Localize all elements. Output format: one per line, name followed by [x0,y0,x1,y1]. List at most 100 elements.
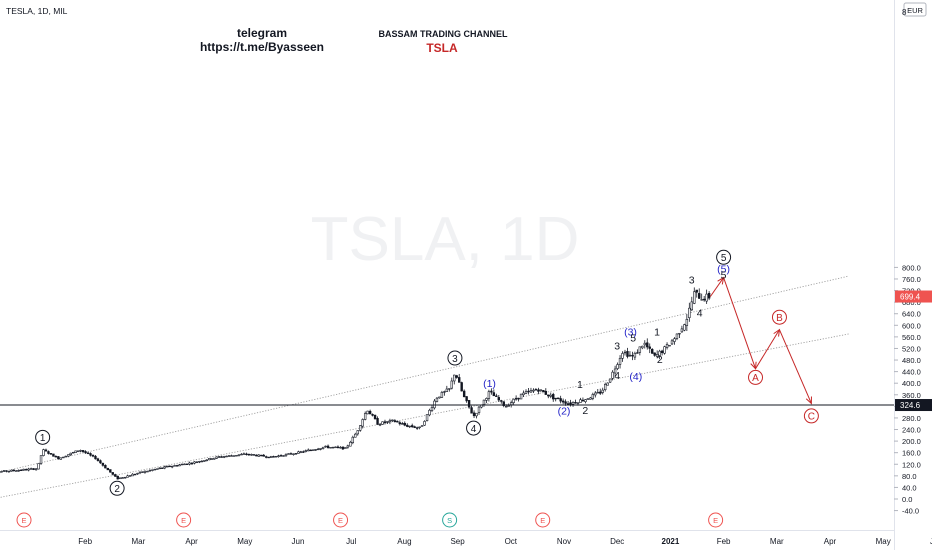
candle-down [91,454,95,457]
candle-up [208,458,211,461]
wave-label: 4 [471,424,477,435]
candle-down [111,472,114,475]
candle-up [128,475,132,477]
candle-up [178,464,181,467]
candle-up [641,345,644,349]
candle-up [180,463,184,466]
candle-up [591,394,595,399]
currency-badge-box [903,2,927,17]
level-price-label: 324.6 [900,401,921,410]
wave-projection[interactable] [709,276,812,405]
time-tick-label: Jun [930,537,932,546]
candle-down [47,451,50,454]
candle-up [277,455,280,457]
event-label: E [22,516,27,525]
candle-up [331,446,335,449]
time-tick-label: 2021 [662,537,680,546]
wave-label: A [752,373,759,384]
candle-down [141,471,144,473]
candle-down [410,425,414,428]
symbol-title[interactable]: TESLA, 1D, MIL [6,6,68,16]
candle-up [381,421,384,425]
candle-down [707,292,711,299]
candle-up [339,446,342,449]
event-marker [333,512,349,528]
candle-down [161,467,164,469]
candle-up [601,389,604,393]
currency-badge[interactable]: EUR [903,2,927,17]
candle-up [27,468,30,471]
candle-up [423,421,426,426]
candle-down [660,350,664,354]
candle-up [675,333,679,339]
candle-down [24,469,28,471]
symbol-watermark: TSLA, 1D [311,205,580,274]
candle-up [148,469,152,472]
candle-up [146,470,149,473]
candle-down [552,394,555,400]
candle-up [215,456,218,459]
candle-up [512,398,515,403]
candle-up [284,453,288,457]
candle-up [297,451,300,454]
candle-up [579,399,582,403]
candle-down [245,453,248,456]
candle-down [302,451,305,453]
candle-down [116,475,119,480]
candle-down [260,454,263,457]
event-marker [176,512,192,528]
candle-up [435,397,439,402]
candle-down [336,446,340,448]
candle-down [401,423,404,425]
event-marker [442,512,458,528]
candle-up [705,293,708,302]
candle-up [151,469,154,471]
time-axis[interactable]: Feb Mar Apr May Jun Jul Aug Sep Oct Nov Dec 2021 Feb… [0,530,932,547]
candle-down [396,420,399,423]
candle-up [655,354,659,357]
candle-up [188,462,191,465]
candle-up [443,391,446,393]
candle-up [312,449,315,451]
candle-up [356,430,359,435]
channel-name: BASSAM TRADING CHANNEL [379,29,508,39]
candle-down [81,450,85,452]
candle-up [571,402,575,405]
candle-down [168,465,171,468]
price-axis[interactable]: -40.0 0.0 40.0 80.0 120.0 160.0 200.0 240.0 280.… [894,0,921,550]
candle-down [86,452,90,455]
candle-up [7,470,11,473]
trend-channel[interactable] [0,275,849,500]
event-label: E [181,516,186,525]
candle-down [326,445,330,449]
candle-up [529,390,533,393]
candle-down [502,401,505,407]
time-tick-label: May [237,537,252,546]
time-tick-label: Feb [78,537,92,546]
wave-label: (4) [629,371,642,383]
candle-up [64,455,67,458]
candle-down [636,352,639,354]
current-price-tag: 699.4 [895,290,932,303]
candle-up [143,470,147,473]
candle-up [170,465,174,468]
candle-down [210,458,213,460]
candle-down [272,456,275,458]
candle-up [361,419,364,427]
candle-up [445,388,449,392]
candle-up [507,405,510,407]
candle-up [67,454,70,457]
candle-up [227,455,231,457]
candle-down [57,456,60,460]
candle-up [539,389,543,391]
candle-up [440,392,444,398]
event-label: E [713,516,718,525]
time-tick-label: Nov [557,537,571,546]
candle-up [119,477,122,480]
candle-up [475,412,478,417]
candle-down [462,390,466,398]
candle-down [54,456,58,458]
